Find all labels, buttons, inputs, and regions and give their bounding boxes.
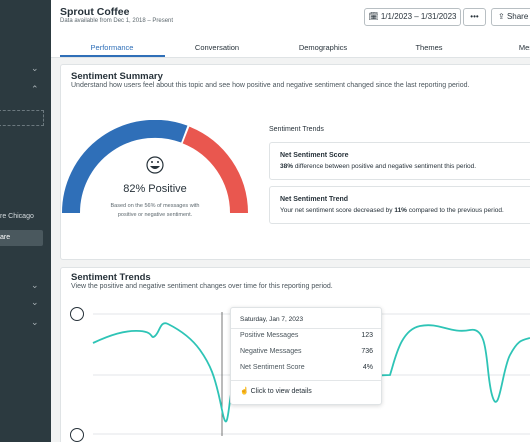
tab[interactable]: Performance [90,43,134,52]
tooltip-value: 4% [362,364,373,371]
gauge-positive [61,120,188,214]
trends-heading: Sentiment Trends [269,126,324,133]
page-subtitle: Data available from Dec 1, 2018 – Presen… [60,18,174,24]
tooltip-action-label: Click to view details [250,388,312,395]
stat-text: Your net sentiment score decreased by 11… [280,207,504,214]
chevron[interactable]: ⌄ [31,280,39,290]
stat-card: Net Sentiment Trend Your net sentiment s… [269,186,530,224]
share-label: Share [506,12,529,21]
tooltip-value: 736 [361,348,373,355]
divider [231,380,381,381]
happy-icon [70,307,84,321]
date-range: 1/1/2023 – 1/31/2023 [380,12,457,21]
eye [151,161,153,163]
stat-highlight: 11% [394,207,407,214]
chevron[interactable]: ⌄ [31,63,39,73]
stat-highlight: 38% [280,163,294,170]
tooltip-label: Net Sentiment Score [240,364,305,371]
stat-title: Net Sentiment Trend [280,196,349,203]
gauge-note: Based on the 56% of messages with [110,203,200,209]
stat-text-part: Your net sentiment score decreased by [280,207,395,214]
tab[interactable]: Mes [518,43,530,52]
share-button[interactable]: ⇪ Share [491,8,530,26]
more-icon: ••• [470,12,479,21]
stat-text: 38% difference between positive and nega… [280,163,476,170]
gauge-negative [182,126,248,214]
date-button[interactable]: 🗓 1/1/2023 – 1/31/2023 [364,8,461,26]
tab[interactable]: Demographics [298,43,348,52]
card-subtitle: Understand how users feel about this top… [71,82,470,89]
divider [231,328,381,329]
tooltip: Saturday, Jan 7, 2023 Positive Messages … [230,307,382,405]
tooltip-action[interactable]: ☝ Click to view details [240,388,312,395]
nav-item[interactable]: re Chicago [0,213,34,220]
gauge-label: 82% Positive [123,183,187,195]
card-title: Sentiment Trends [71,272,151,283]
stat-title: Net Sentiment Score [280,152,349,159]
sad-icon [70,428,84,442]
smiley [146,156,164,174]
tooltip-date: Saturday, Jan 7, 2023 [240,316,304,323]
tab[interactable]: Themes [415,43,443,52]
stat-card: Net Sentiment Score 38% difference betwe… [269,142,530,180]
card-subtitle: View the positive and negative sentiment… [71,283,333,290]
chevron[interactable]: ⌃ [31,84,39,94]
nav-label: are [0,234,11,241]
nav-item-active[interactable]: are [0,230,43,246]
gauge-note: positive or negative sentiment. [117,212,193,218]
smile [150,166,160,169]
tab-bar [51,35,530,58]
tooltip-label: Positive Messages [240,332,299,339]
stat-text-part: difference between positive and negative… [293,163,477,170]
tab[interactable]: Conversation [194,43,240,52]
tooltip-value: 123 [361,332,373,339]
chevron[interactable]: ⌄ [31,297,39,307]
page-title: Sprout Coffee [60,6,130,18]
tab-underline [60,55,165,57]
drop-zone [0,110,44,126]
stat-text-part: compared to the previous period. [406,207,504,214]
eye [157,161,159,163]
sidebar: ⌄ ⌃ re Chicago are ⌄ ⌄ ⌄ [0,0,51,442]
gauge [61,120,248,214]
more-button[interactable]: ••• [463,8,486,26]
card-title: Sentiment Summary [71,71,163,82]
tooltip-label: Negative Messages [240,348,302,355]
chevron[interactable]: ⌄ [31,317,39,327]
